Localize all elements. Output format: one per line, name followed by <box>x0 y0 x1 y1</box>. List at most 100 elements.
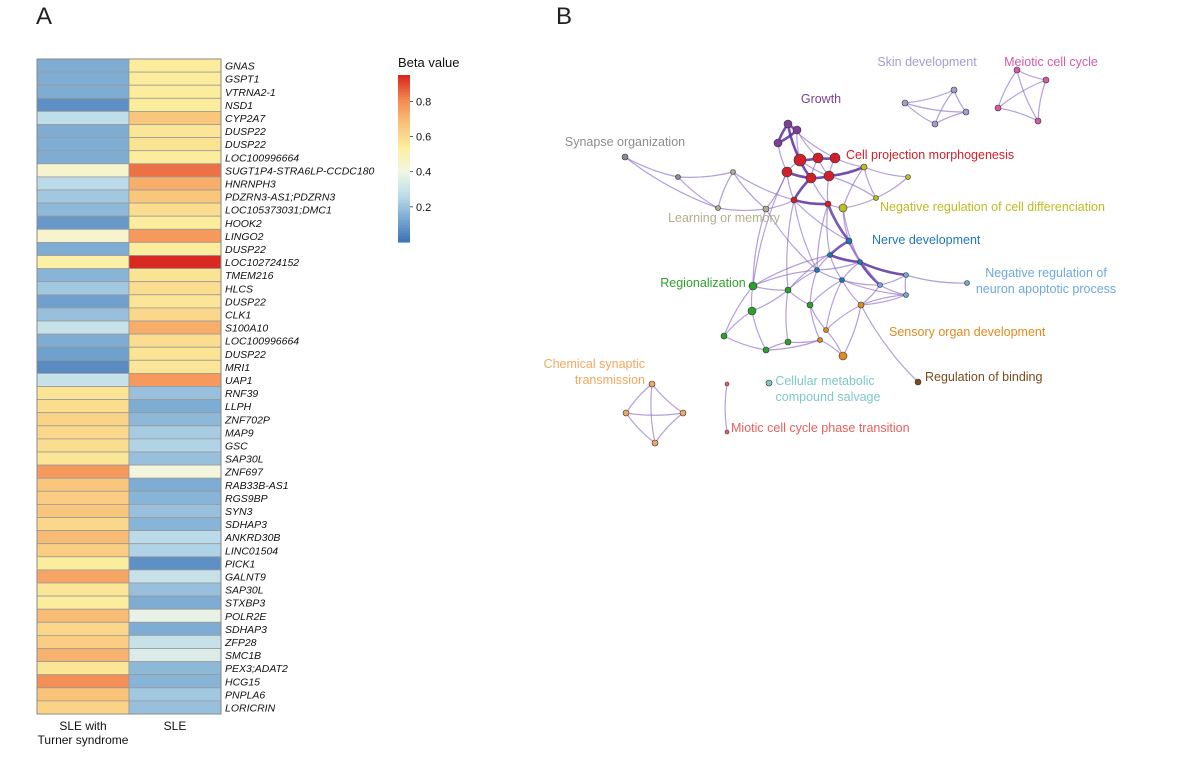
legend-gradient-step <box>398 228 410 232</box>
gene-label: LOC100996664 <box>225 152 299 164</box>
network-edge <box>863 166 877 199</box>
network-node <box>622 409 630 417</box>
gene-label: SMC1B <box>225 650 261 662</box>
panel-b-letter: B <box>556 3 572 30</box>
network-edge <box>723 285 754 337</box>
legend-gradient-step <box>398 183 410 187</box>
network-node <box>724 381 730 387</box>
legend-gradient-step <box>398 77 410 82</box>
network-edge <box>953 89 967 113</box>
network-edge <box>825 329 844 357</box>
heatmap-cell <box>36 71 130 86</box>
network-node <box>823 327 829 333</box>
gene-label: SUGT1P4-STRA6LP-CCDC180 <box>225 165 375 177</box>
network-node <box>724 429 730 435</box>
network-node <box>1013 66 1021 74</box>
heatmap-cell <box>128 530 222 545</box>
heatmap-cell <box>128 241 222 256</box>
network-node <box>781 166 793 178</box>
legend-gradient-step <box>398 83 410 87</box>
heatmap-cell <box>36 700 130 715</box>
legend-gradient-step <box>398 100 410 104</box>
heatmap-cell <box>128 543 222 558</box>
gene-label: PDZRN3-AS1;PDZRN3 <box>225 192 335 204</box>
heatmap-cell <box>36 621 130 636</box>
gene-label: LOC100996664 <box>225 336 299 348</box>
gene-label: NSD1 <box>225 100 253 112</box>
network-edge <box>860 294 907 306</box>
heatmap-cell <box>128 372 222 387</box>
network-edge <box>751 289 789 312</box>
heatmap-cell <box>128 150 222 165</box>
legend-gradient-step <box>398 219 410 224</box>
network-edge <box>793 199 850 242</box>
network-node <box>679 409 687 417</box>
network-node <box>860 163 868 171</box>
gene-label: GSC <box>225 441 248 453</box>
heatmap-cell <box>36 425 130 440</box>
network-node <box>806 301 814 309</box>
heatmap-cell <box>36 255 130 270</box>
legend-gradient-step <box>398 141 410 146</box>
legend-gradient-step <box>398 197 410 201</box>
network-node <box>823 170 835 182</box>
gene-label: SYN3 <box>225 506 253 518</box>
heatmap-cell <box>36 490 130 505</box>
legend-gradient-step <box>398 214 410 218</box>
heatmap-cell <box>36 687 130 702</box>
gene-label: GNAS <box>225 61 255 73</box>
network-edge <box>904 102 967 113</box>
gene-label: DUSP22 <box>225 349 266 361</box>
network-edge <box>677 171 734 178</box>
legend-gradient-step <box>398 205 410 210</box>
network-edge <box>860 294 907 306</box>
legend-gradient-step <box>398 139 410 143</box>
gene-label: PICK1 <box>225 558 255 570</box>
heatmap-cell <box>128 176 222 191</box>
network-node <box>730 169 736 175</box>
network-edge <box>825 279 843 331</box>
heatmap-cell <box>36 346 130 361</box>
heatmap-cell <box>128 451 222 466</box>
legend-gradient-step <box>398 127 410 132</box>
network-edge <box>624 156 679 178</box>
legend-tick-label: 0.4 <box>416 167 431 179</box>
heatmap-cell <box>128 137 222 152</box>
gene-label: MRI1 <box>225 362 250 374</box>
heatmap-cell <box>128 202 222 217</box>
gene-label: ANKRD30B <box>224 532 280 544</box>
heatmap-cell <box>36 176 130 191</box>
legend-gradient-step <box>398 169 410 174</box>
network-node <box>748 281 758 291</box>
cluster-label: Growth <box>801 92 841 106</box>
network-edge <box>751 310 767 351</box>
network-node <box>901 99 909 107</box>
heatmap-cell <box>128 517 222 532</box>
network-edge <box>717 171 734 209</box>
column-label: Turner syndrome <box>38 733 129 747</box>
network-edge <box>785 289 789 343</box>
heatmap-cell <box>128 503 222 518</box>
gene-label: CLK1 <box>225 310 251 322</box>
heatmap-cell <box>128 124 222 139</box>
network-node <box>824 200 832 208</box>
heatmap-cell <box>36 84 130 99</box>
column-label: SLE with <box>59 719 106 733</box>
heatmap-cell <box>128 556 222 571</box>
heatmap-cell <box>36 320 130 335</box>
heatmap-cell <box>36 281 130 296</box>
cluster-label: Regionalization <box>660 276 746 290</box>
network-edge <box>997 79 1047 109</box>
network-node <box>857 301 865 309</box>
legend-gradient-step <box>398 147 410 151</box>
heatmap-legend: Beta value 0.8 0.6 0.4 0.2 <box>398 55 459 243</box>
network-edge <box>842 304 862 357</box>
network-edge <box>651 383 684 414</box>
network-edge <box>625 412 656 444</box>
heatmap-cell <box>36 543 130 558</box>
heatmap-cell <box>128 71 222 86</box>
legend-gradient-step <box>398 102 410 107</box>
gene-label: RAB33B-AS1 <box>225 480 289 492</box>
legend-gradient-step <box>398 97 410 101</box>
legend-gradient-step <box>398 191 410 196</box>
